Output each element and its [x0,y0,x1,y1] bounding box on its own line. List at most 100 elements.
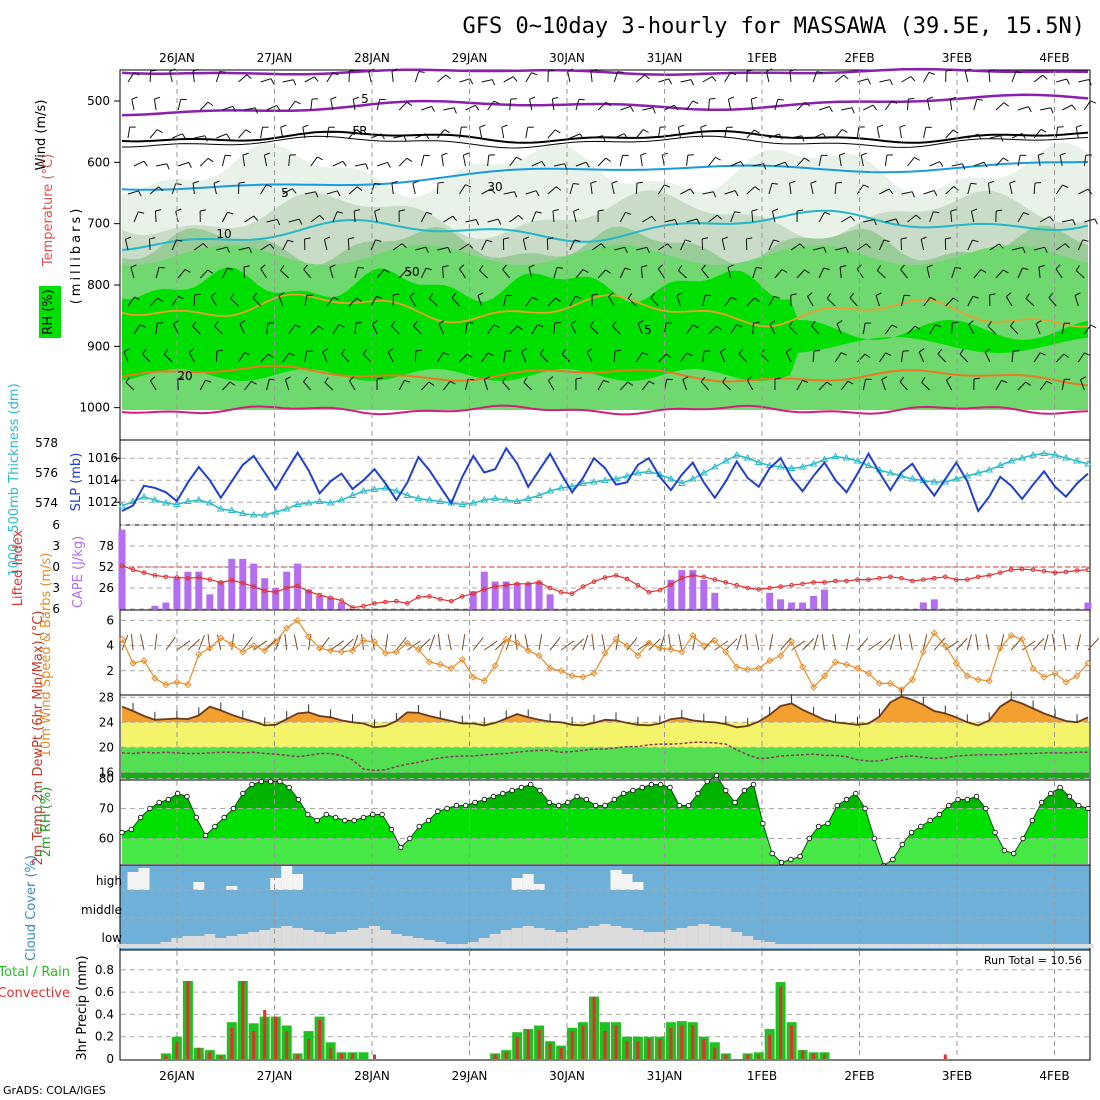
wind-barb-feather [163,349,169,355]
wind-barb-10m [966,634,972,651]
thickness-point [1051,451,1059,458]
wind-barb [973,99,978,111]
cloud-low-bar [961,944,973,948]
wind-barb-10m [1043,634,1049,651]
cape-bar [1084,602,1092,609]
contour-minus5 [121,93,1089,117]
wind-barb [702,191,714,195]
thickness-point [579,479,587,486]
wind-barb-feather [1042,74,1048,80]
wind-barb-feather [586,348,593,353]
li-point [1074,568,1080,573]
thickness-point [1007,457,1016,464]
wind-barb [501,127,505,139]
wind-barb [856,353,866,363]
cloud-low-bar [610,926,622,948]
wind-barb-feather [673,104,679,111]
wind-barb-10m [922,634,928,651]
cape-bar [546,594,554,609]
precip-convective-bar [603,1031,607,1059]
rh-point [240,790,246,797]
date-label-top: 29JAN [452,51,488,65]
wind-barb [354,163,366,167]
wind-barb-feather [910,76,916,82]
wind-barb [1061,379,1065,391]
temp-tick-label: 24 [99,715,114,729]
wind-barb [420,155,425,167]
wind-barb [620,105,631,111]
thickness-point [1062,454,1070,461]
precip-convective-bar [746,1054,750,1059]
cloud-high-bar [292,874,304,890]
wind-speed-point [634,652,642,660]
wind-barb-feather [753,321,760,324]
li-point [482,587,487,592]
li-point [218,580,224,585]
wind-barb [569,133,581,139]
rh-point [685,802,692,809]
cloud-low-bar [281,926,293,948]
temp2m-axis-label: 2m Temp 2m DewPt (6hr Min/Max) (°C) [31,611,46,866]
date-label-bottom: 3FEB [942,1069,972,1083]
wind-barb-10m [846,634,851,651]
wind-barb-10m [744,634,749,651]
wind-speed-point [327,647,335,655]
wind-barb [841,107,853,111]
below-ground-area [121,411,1089,439]
wind-barb [796,157,805,167]
li-point [492,584,498,589]
wind-barb-feather [315,191,319,198]
wind-barb-feather [177,296,184,300]
wind-barb [303,269,312,279]
wind-barb [154,210,157,223]
wind-barb [216,246,228,251]
wind-barb-10m [437,634,441,651]
wind-barb-feather [333,296,340,301]
wind-barb-feather [438,320,445,325]
wind-barb-feather [952,321,959,324]
thickness-point [458,500,467,507]
wind-barb [465,379,469,391]
precip-convective-bar [515,1036,519,1059]
wind-barb [1033,182,1036,195]
wind-barb-feather [229,381,236,386]
wind-barb-feather [623,133,629,140]
wind-speed-point [678,648,686,656]
precip-convective-bar [373,1054,376,1059]
wind-barb-feather [709,98,716,100]
wind-barb-feather [401,243,407,249]
wind-barb [348,129,357,139]
cape-bar [173,578,181,609]
wind-barb-feather [689,188,695,194]
wind-speed-point [316,644,324,652]
wind-barb-feather [479,124,486,128]
wind-barb-feather [260,264,266,270]
rh-point [537,787,543,794]
wind-barb [420,267,427,279]
contour-minus10 [121,67,1089,76]
wind-barb-feather [248,247,253,254]
thickness-line [121,452,1089,516]
wind-speed-point [228,640,236,648]
wind-speed-point [667,645,675,653]
wind-barb-feather [774,377,781,380]
wind-barb [522,239,527,251]
wind-barb [238,74,248,83]
li-point [800,581,805,587]
wind-barb-feather [773,239,780,243]
cape-bar [118,529,126,609]
cloud-low-bar [336,932,347,948]
wind-barb [812,71,818,83]
cloud-low-bar [588,926,600,948]
thickness-point [173,500,181,507]
rh-point [602,802,608,809]
cloud-low-bar [863,944,874,948]
wind-barb [437,246,449,251]
wind-speed-point [930,629,938,637]
wind-barb-feather [751,209,758,212]
thickness-tick-label: 574 [35,496,58,510]
contour-label: 10 [216,227,231,241]
cloud-low-bar [160,942,172,948]
wind-barb [613,350,616,363]
wind-barb [575,269,584,279]
